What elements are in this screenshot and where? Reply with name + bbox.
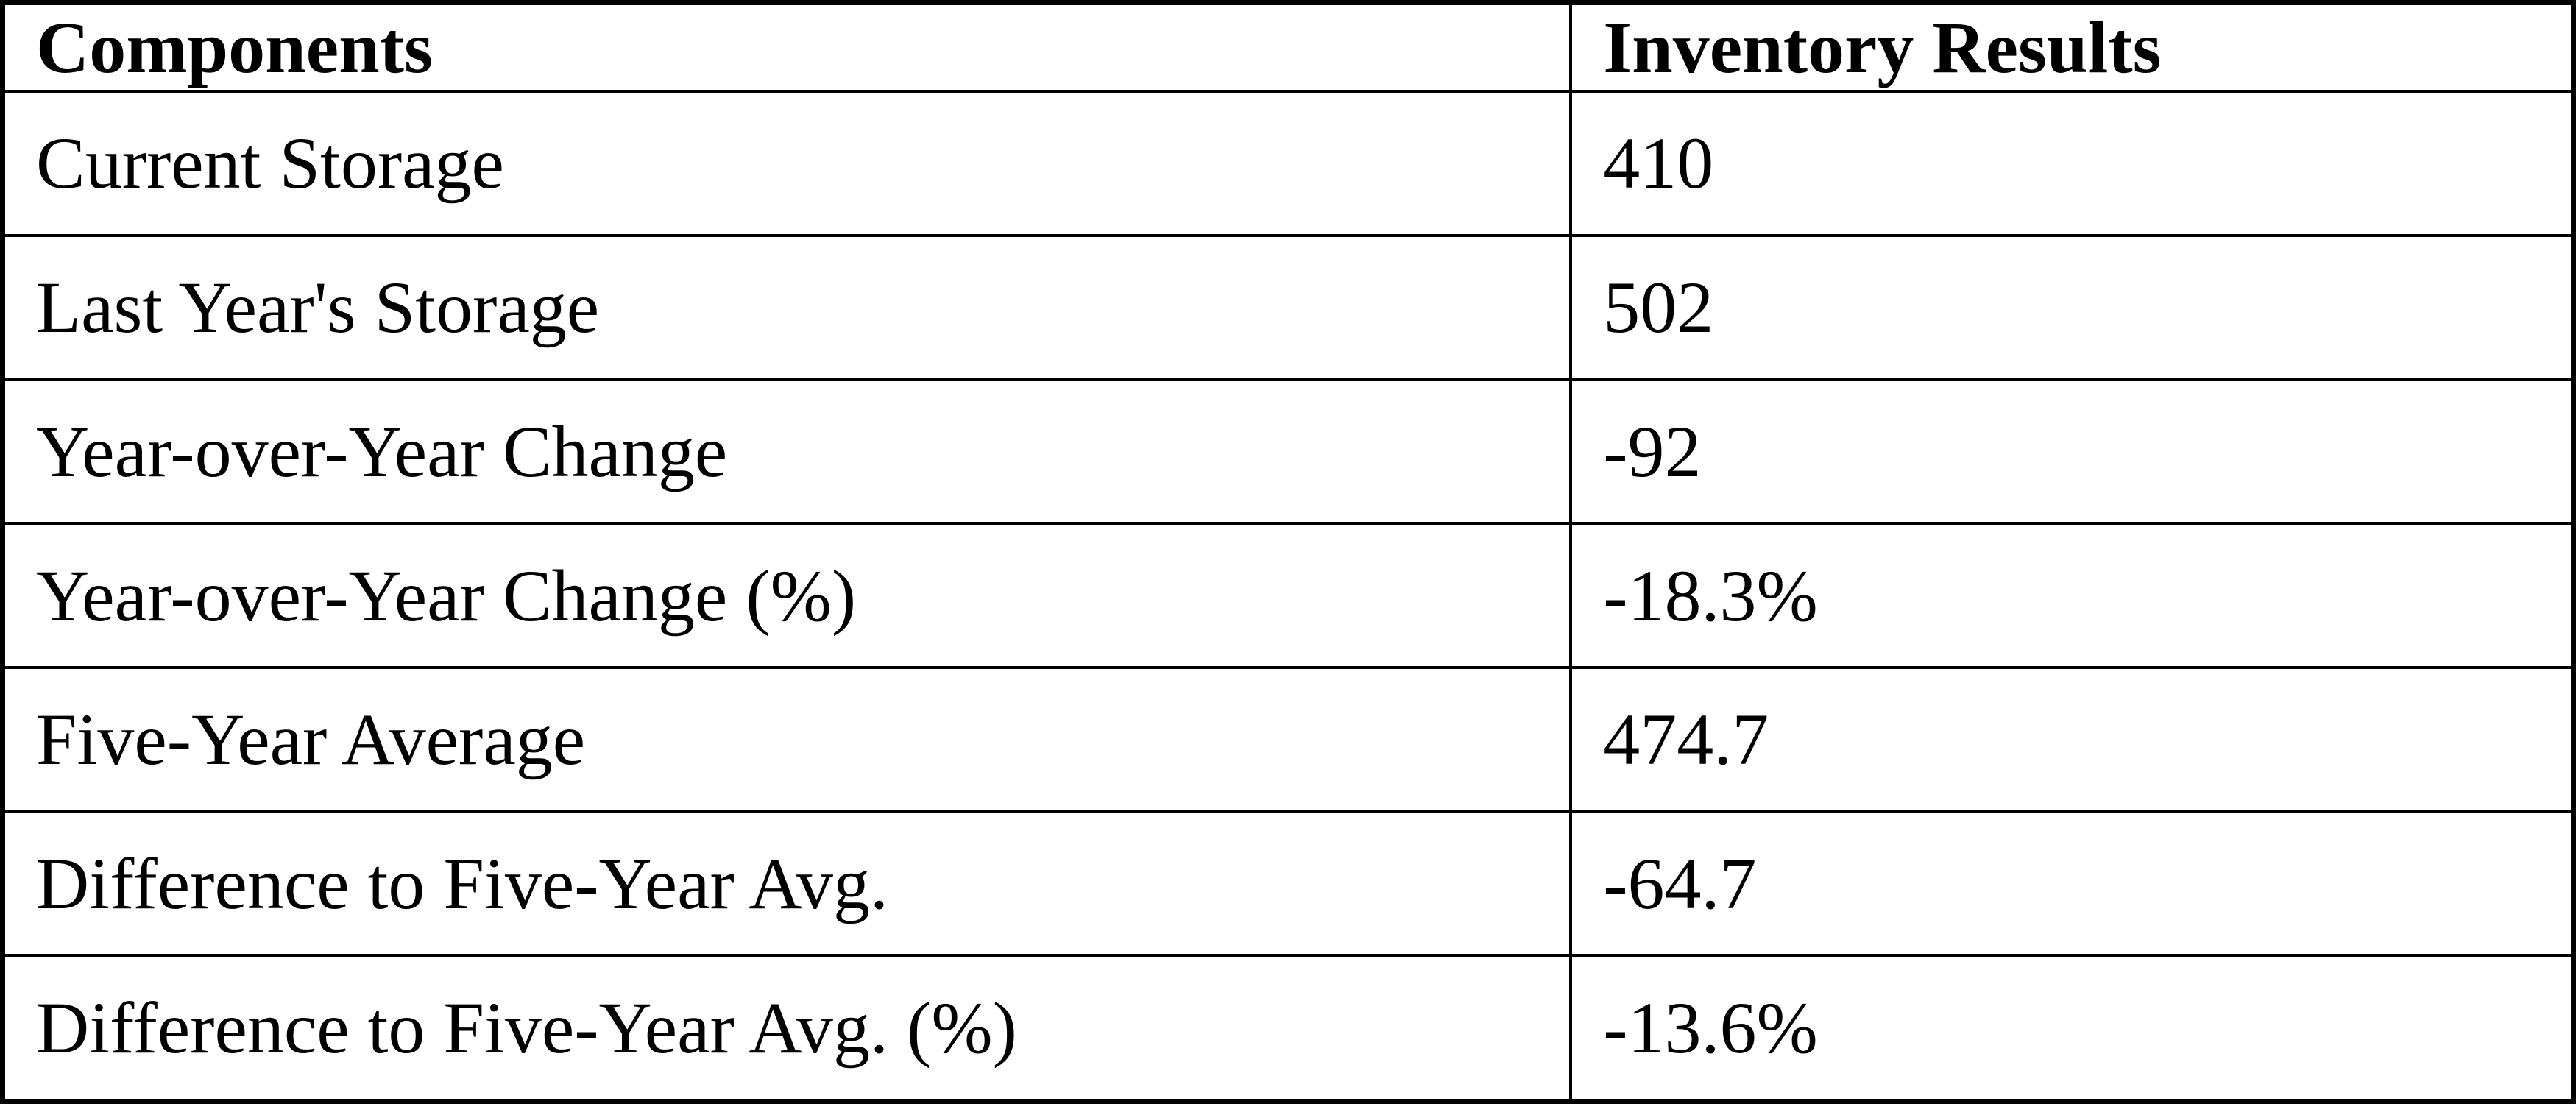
value-cell: -64.7 (1569, 810, 2575, 958)
table-row: Difference to Five-Year Avg. (%) -13.6% (1, 954, 2575, 1103)
table-row: Difference to Five-Year Avg. -64.7 (1, 810, 2575, 958)
component-cell: Difference to Five-Year Avg. (1, 810, 1573, 958)
value-cell: -13.6% (1569, 954, 2575, 1103)
value-cell: -18.3% (1569, 522, 2575, 669)
table-row: Year-over-Year Change -92 (1, 378, 2575, 526)
table-row: Five-Year Average 474.7 (1, 665, 2575, 813)
table-body: Current Storage 410 Last Year's Storage … (1, 90, 2575, 1103)
component-cell: Difference to Five-Year Avg. (%) (1, 954, 1573, 1103)
header-inventory-results: Inventory Results (1569, 1, 2575, 93)
header-components: Components (1, 1, 1573, 93)
component-cell: Five-Year Average (1, 665, 1573, 813)
value-cell: -92 (1569, 378, 2575, 526)
value-cell: 502 (1569, 233, 2575, 381)
value-cell: 410 (1569, 90, 2575, 237)
component-cell: Year-over-Year Change (%) (1, 522, 1573, 669)
component-cell: Last Year's Storage (1, 233, 1573, 381)
table-header: Components Inventory Results (1, 1, 2575, 93)
table-row: Current Storage 410 (1, 90, 2575, 237)
component-cell: Year-over-Year Change (1, 378, 1573, 526)
table-row: Year-over-Year Change (%) -18.3% (1, 522, 2575, 669)
value-cell: 474.7 (1569, 665, 2575, 813)
component-cell: Current Storage (1, 90, 1573, 237)
table-row: Last Year's Storage 502 (1, 233, 2575, 381)
header-row: Components Inventory Results (1, 1, 2575, 93)
